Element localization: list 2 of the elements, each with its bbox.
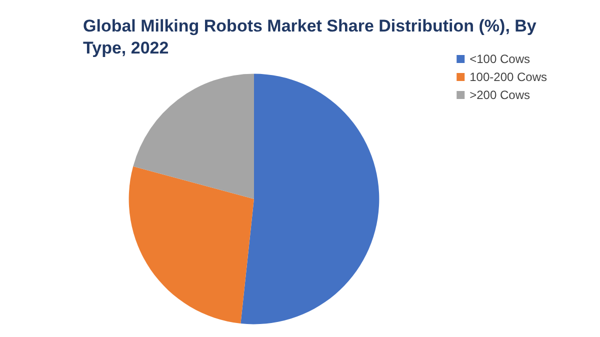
legend-label: >200 Cows: [470, 88, 530, 102]
legend-label: 100-200 Cows: [470, 70, 548, 84]
